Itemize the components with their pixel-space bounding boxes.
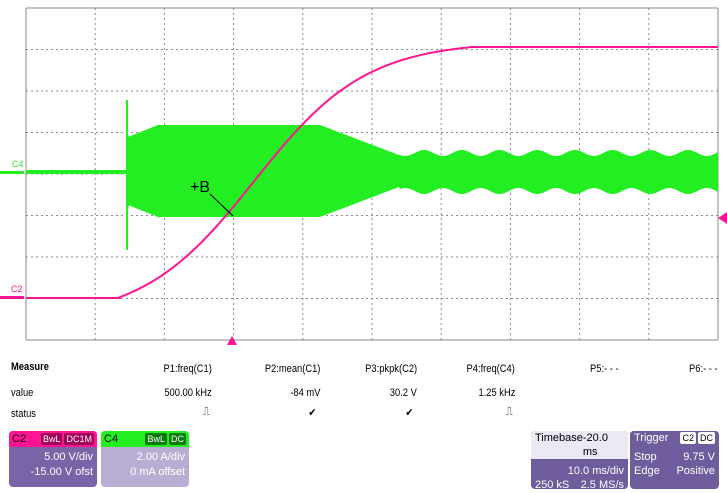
- param-p6-name[interactable]: P6:- - -: [689, 363, 718, 375]
- trigger-title: Trigger: [634, 431, 668, 445]
- param-p4-status: ⎍: [506, 406, 513, 419]
- param-p1-status: ⎍: [203, 406, 210, 419]
- c4-startup-spike: [126, 100, 128, 250]
- trigger-panel[interactable]: Trigger C2 DC Stop 9.75 V Edge Positive: [630, 431, 719, 489]
- timebase-title: Timebase: [535, 431, 583, 459]
- c2-marker-label: C2: [11, 284, 23, 294]
- measure-title: Measure: [11, 361, 49, 373]
- timebase-rate: 2.5 MS/s: [581, 478, 624, 492]
- param-p2-status: ✔: [308, 406, 316, 419]
- param-p4-name[interactable]: P4:freq(C4): [467, 363, 515, 375]
- c4-bwl-tag: BwL: [145, 433, 167, 445]
- c4-marker-label: C4: [12, 159, 24, 169]
- c4-adiv: 2.00 A/div: [101, 447, 189, 465]
- param-p1-name[interactable]: P1:freq(C1): [164, 363, 212, 375]
- cursor-b-label[interactable]: +B: [190, 179, 210, 196]
- c4-current-trace: [26, 100, 718, 250]
- timebase-samples: 250 kS: [535, 478, 569, 492]
- trigger-type: Edge: [634, 464, 660, 478]
- c2-label: C2: [12, 433, 39, 445]
- c4-coupling-tag: DC: [169, 433, 186, 445]
- measure-row-status-label: status: [11, 408, 36, 420]
- trigger-level-marker[interactable]: [718, 212, 727, 224]
- c4-channel-descriptor[interactable]: C4 BwL DC 2.00 A/div 0 mA offset: [101, 431, 189, 487]
- c4-idle-line: [26, 170, 128, 174]
- trigger-level: 9.75 V: [683, 450, 715, 464]
- param-p3-value: 30.2 V: [390, 387, 417, 399]
- measure-row-value-label: value: [11, 387, 33, 399]
- trigger-slope: Positive: [676, 464, 715, 478]
- timebase-panel[interactable]: Timebase -20.0 ms 10.0 ms/div 250 kS 2.5…: [531, 431, 628, 489]
- trigger-coupling-tag: DC: [698, 432, 715, 444]
- waveform-display: +B C4 C2: [0, 0, 727, 345]
- param-p3-status: ✔: [405, 406, 413, 419]
- timebase-delay: -20.0 ms: [583, 431, 624, 459]
- c4-ground-marker[interactable]: [0, 171, 24, 174]
- c2-channel-descriptor[interactable]: C2 BwL DC1M 5.00 V/div -15.00 V ofst: [9, 431, 97, 487]
- c4-label: C4: [104, 433, 143, 445]
- timebase-tdiv: 10.0 ms/div: [568, 464, 624, 478]
- param-p3-name[interactable]: P3:pkpk(C2): [365, 363, 417, 375]
- param-p2-value: -84 mV: [290, 387, 320, 399]
- param-p1-value: 500.00 kHz: [165, 387, 212, 399]
- c2-bwl-tag: BwL: [41, 433, 63, 445]
- trigger-mode: Stop: [634, 450, 657, 464]
- param-p4-value: 1.25 kHz: [478, 387, 515, 399]
- param-p5-name[interactable]: P5:- - -: [590, 363, 619, 375]
- c2-offset: -15.00 V ofst: [9, 465, 97, 480]
- c2-coupling-tag: DC1M: [64, 433, 94, 445]
- trigger-source-tag: C2: [680, 432, 696, 444]
- c2-ground-marker[interactable]: [0, 296, 24, 299]
- c2-vdiv: 5.00 V/div: [9, 447, 97, 465]
- param-p2-name[interactable]: P2:mean(C1): [264, 363, 320, 375]
- c4-offset: 0 mA offset: [101, 465, 189, 480]
